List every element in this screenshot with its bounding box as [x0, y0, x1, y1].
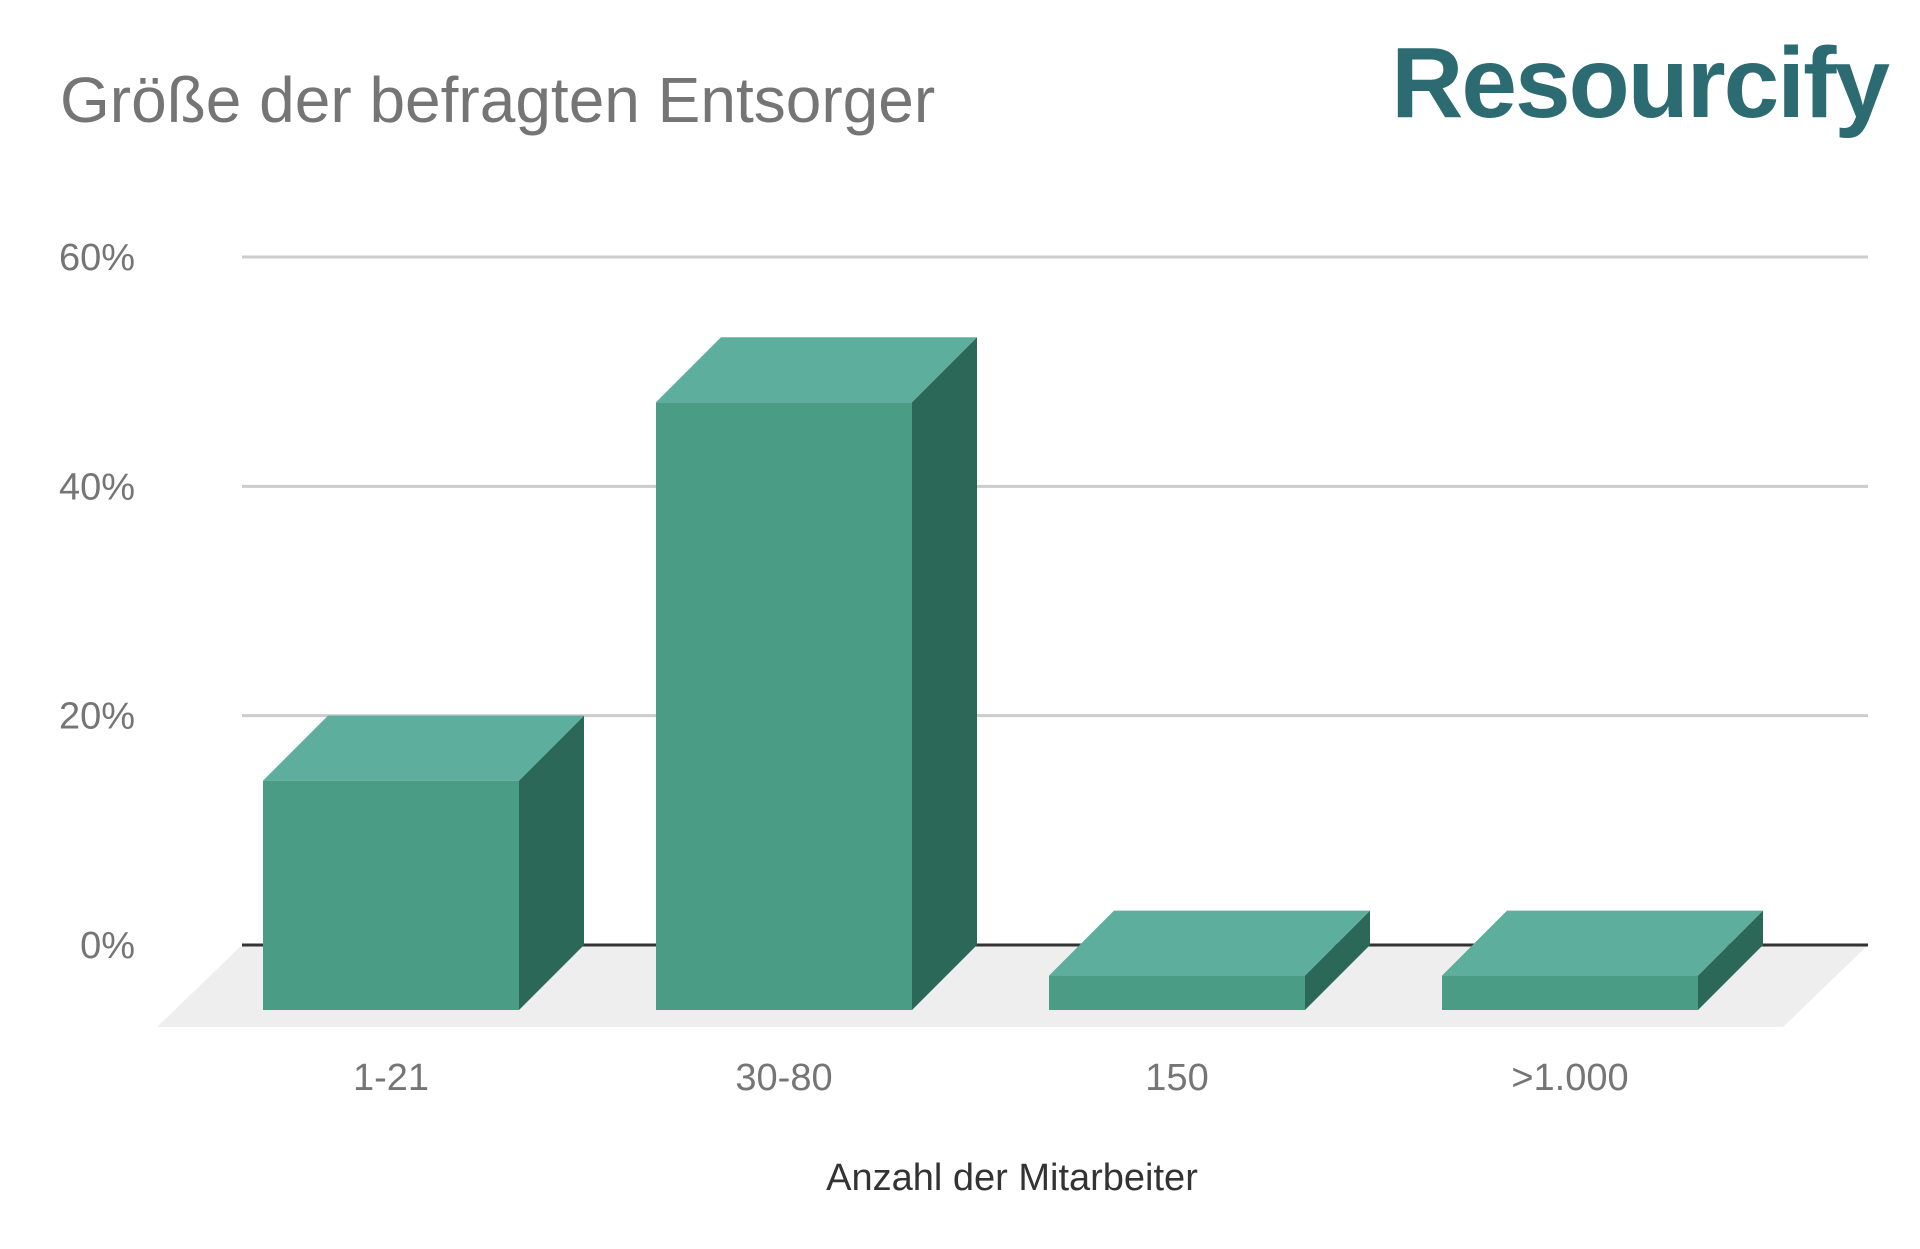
x-axis-title: Anzahl der Mitarbeiter — [826, 1157, 1198, 1199]
y-tick-label: 0% — [80, 925, 135, 967]
bar-top — [1049, 910, 1370, 976]
chart-title: Größe der befragten Entsorger — [60, 64, 935, 136]
bar-front — [1049, 975, 1305, 1010]
bar — [263, 715, 584, 1010]
y-axis-ticks: 0% 20% 40% 60% — [59, 237, 135, 967]
bar-side — [1305, 910, 1370, 1010]
bar-front — [656, 402, 912, 1010]
bar-front — [1442, 975, 1698, 1010]
bar-top — [1442, 910, 1763, 976]
y-tick-label: 40% — [59, 466, 135, 508]
bar — [1442, 910, 1763, 1010]
x-tick-label: 1-21 — [353, 1057, 429, 1099]
bar — [656, 337, 977, 1010]
bar — [1049, 910, 1370, 1010]
bar-top — [263, 715, 584, 781]
resourcify-logo: Resourcify — [1391, 27, 1890, 139]
x-tick-label: >1.000 — [1511, 1057, 1628, 1099]
floor-plane — [157, 945, 1868, 1027]
x-axis-ticks: 1-21 30-80 150 >1.000 — [353, 1057, 1629, 1099]
chart-floor — [157, 945, 1868, 1027]
bar-side — [1698, 910, 1763, 1010]
bar-top — [656, 337, 977, 403]
bar-side — [912, 337, 977, 1010]
bar-front — [263, 780, 519, 1010]
y-tick-label: 20% — [59, 696, 135, 738]
bars — [263, 337, 1763, 1010]
x-tick-label: 30-80 — [735, 1057, 832, 1099]
y-tick-label: 60% — [59, 237, 135, 279]
x-tick-label: 150 — [1145, 1057, 1208, 1099]
bar-side — [519, 715, 584, 1010]
